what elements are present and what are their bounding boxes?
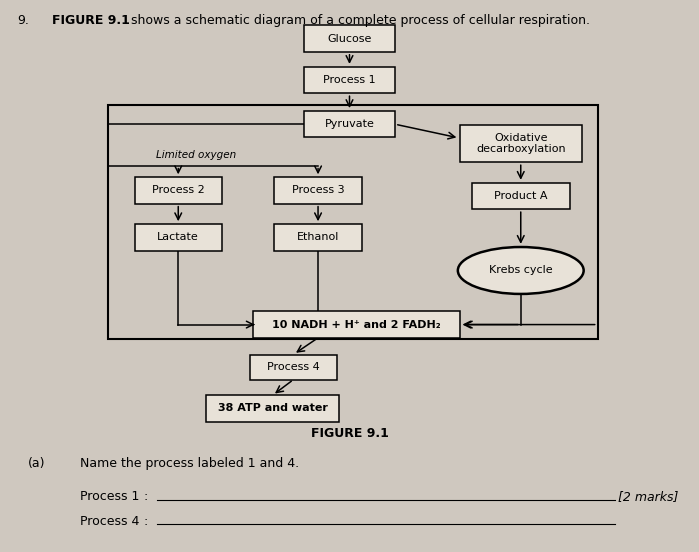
Text: [2 marks]: [2 marks] [618, 490, 678, 503]
FancyBboxPatch shape [206, 395, 339, 422]
FancyBboxPatch shape [304, 111, 395, 137]
FancyBboxPatch shape [274, 224, 362, 251]
FancyBboxPatch shape [134, 224, 222, 251]
Text: Process 4: Process 4 [80, 515, 140, 528]
Text: Oxidative
decarboxylation: Oxidative decarboxylation [476, 132, 565, 155]
FancyBboxPatch shape [304, 67, 395, 93]
Text: Process 4: Process 4 [267, 362, 320, 372]
Text: 10 NADH + H⁺ and 2 FADH₂: 10 NADH + H⁺ and 2 FADH₂ [272, 320, 441, 330]
FancyBboxPatch shape [304, 25, 395, 52]
Text: Process 1: Process 1 [323, 75, 376, 85]
Text: Process 1: Process 1 [80, 490, 140, 503]
Text: (a): (a) [28, 457, 45, 470]
Text: Limited oxygen: Limited oxygen [156, 150, 236, 160]
Text: shows a schematic diagram of a complete process of cellular respiration.: shows a schematic diagram of a complete … [127, 14, 590, 27]
FancyBboxPatch shape [250, 355, 337, 380]
FancyBboxPatch shape [460, 125, 582, 162]
Text: Glucose: Glucose [327, 34, 372, 44]
Text: :: : [143, 515, 147, 528]
Text: 38 ATP and water: 38 ATP and water [217, 404, 328, 413]
FancyBboxPatch shape [254, 311, 460, 338]
Text: Pyruvate: Pyruvate [324, 119, 375, 129]
Text: Lactate: Lactate [157, 232, 199, 242]
Text: Krebs cycle: Krebs cycle [489, 266, 553, 275]
FancyBboxPatch shape [274, 177, 362, 204]
FancyBboxPatch shape [472, 183, 570, 209]
Text: FIGURE 9.1: FIGURE 9.1 [52, 14, 130, 27]
FancyBboxPatch shape [134, 177, 222, 204]
Text: FIGURE 9.1: FIGURE 9.1 [310, 427, 389, 440]
Text: Product A: Product A [494, 191, 547, 201]
Text: :: : [143, 490, 147, 503]
Text: Name the process labeled 1 and 4.: Name the process labeled 1 and 4. [80, 457, 299, 470]
Text: Process 3: Process 3 [291, 185, 345, 195]
Ellipse shape [458, 247, 584, 294]
Text: Ethanol: Ethanol [297, 232, 339, 242]
Text: 9.: 9. [17, 14, 29, 27]
Text: Process 2: Process 2 [152, 185, 205, 195]
